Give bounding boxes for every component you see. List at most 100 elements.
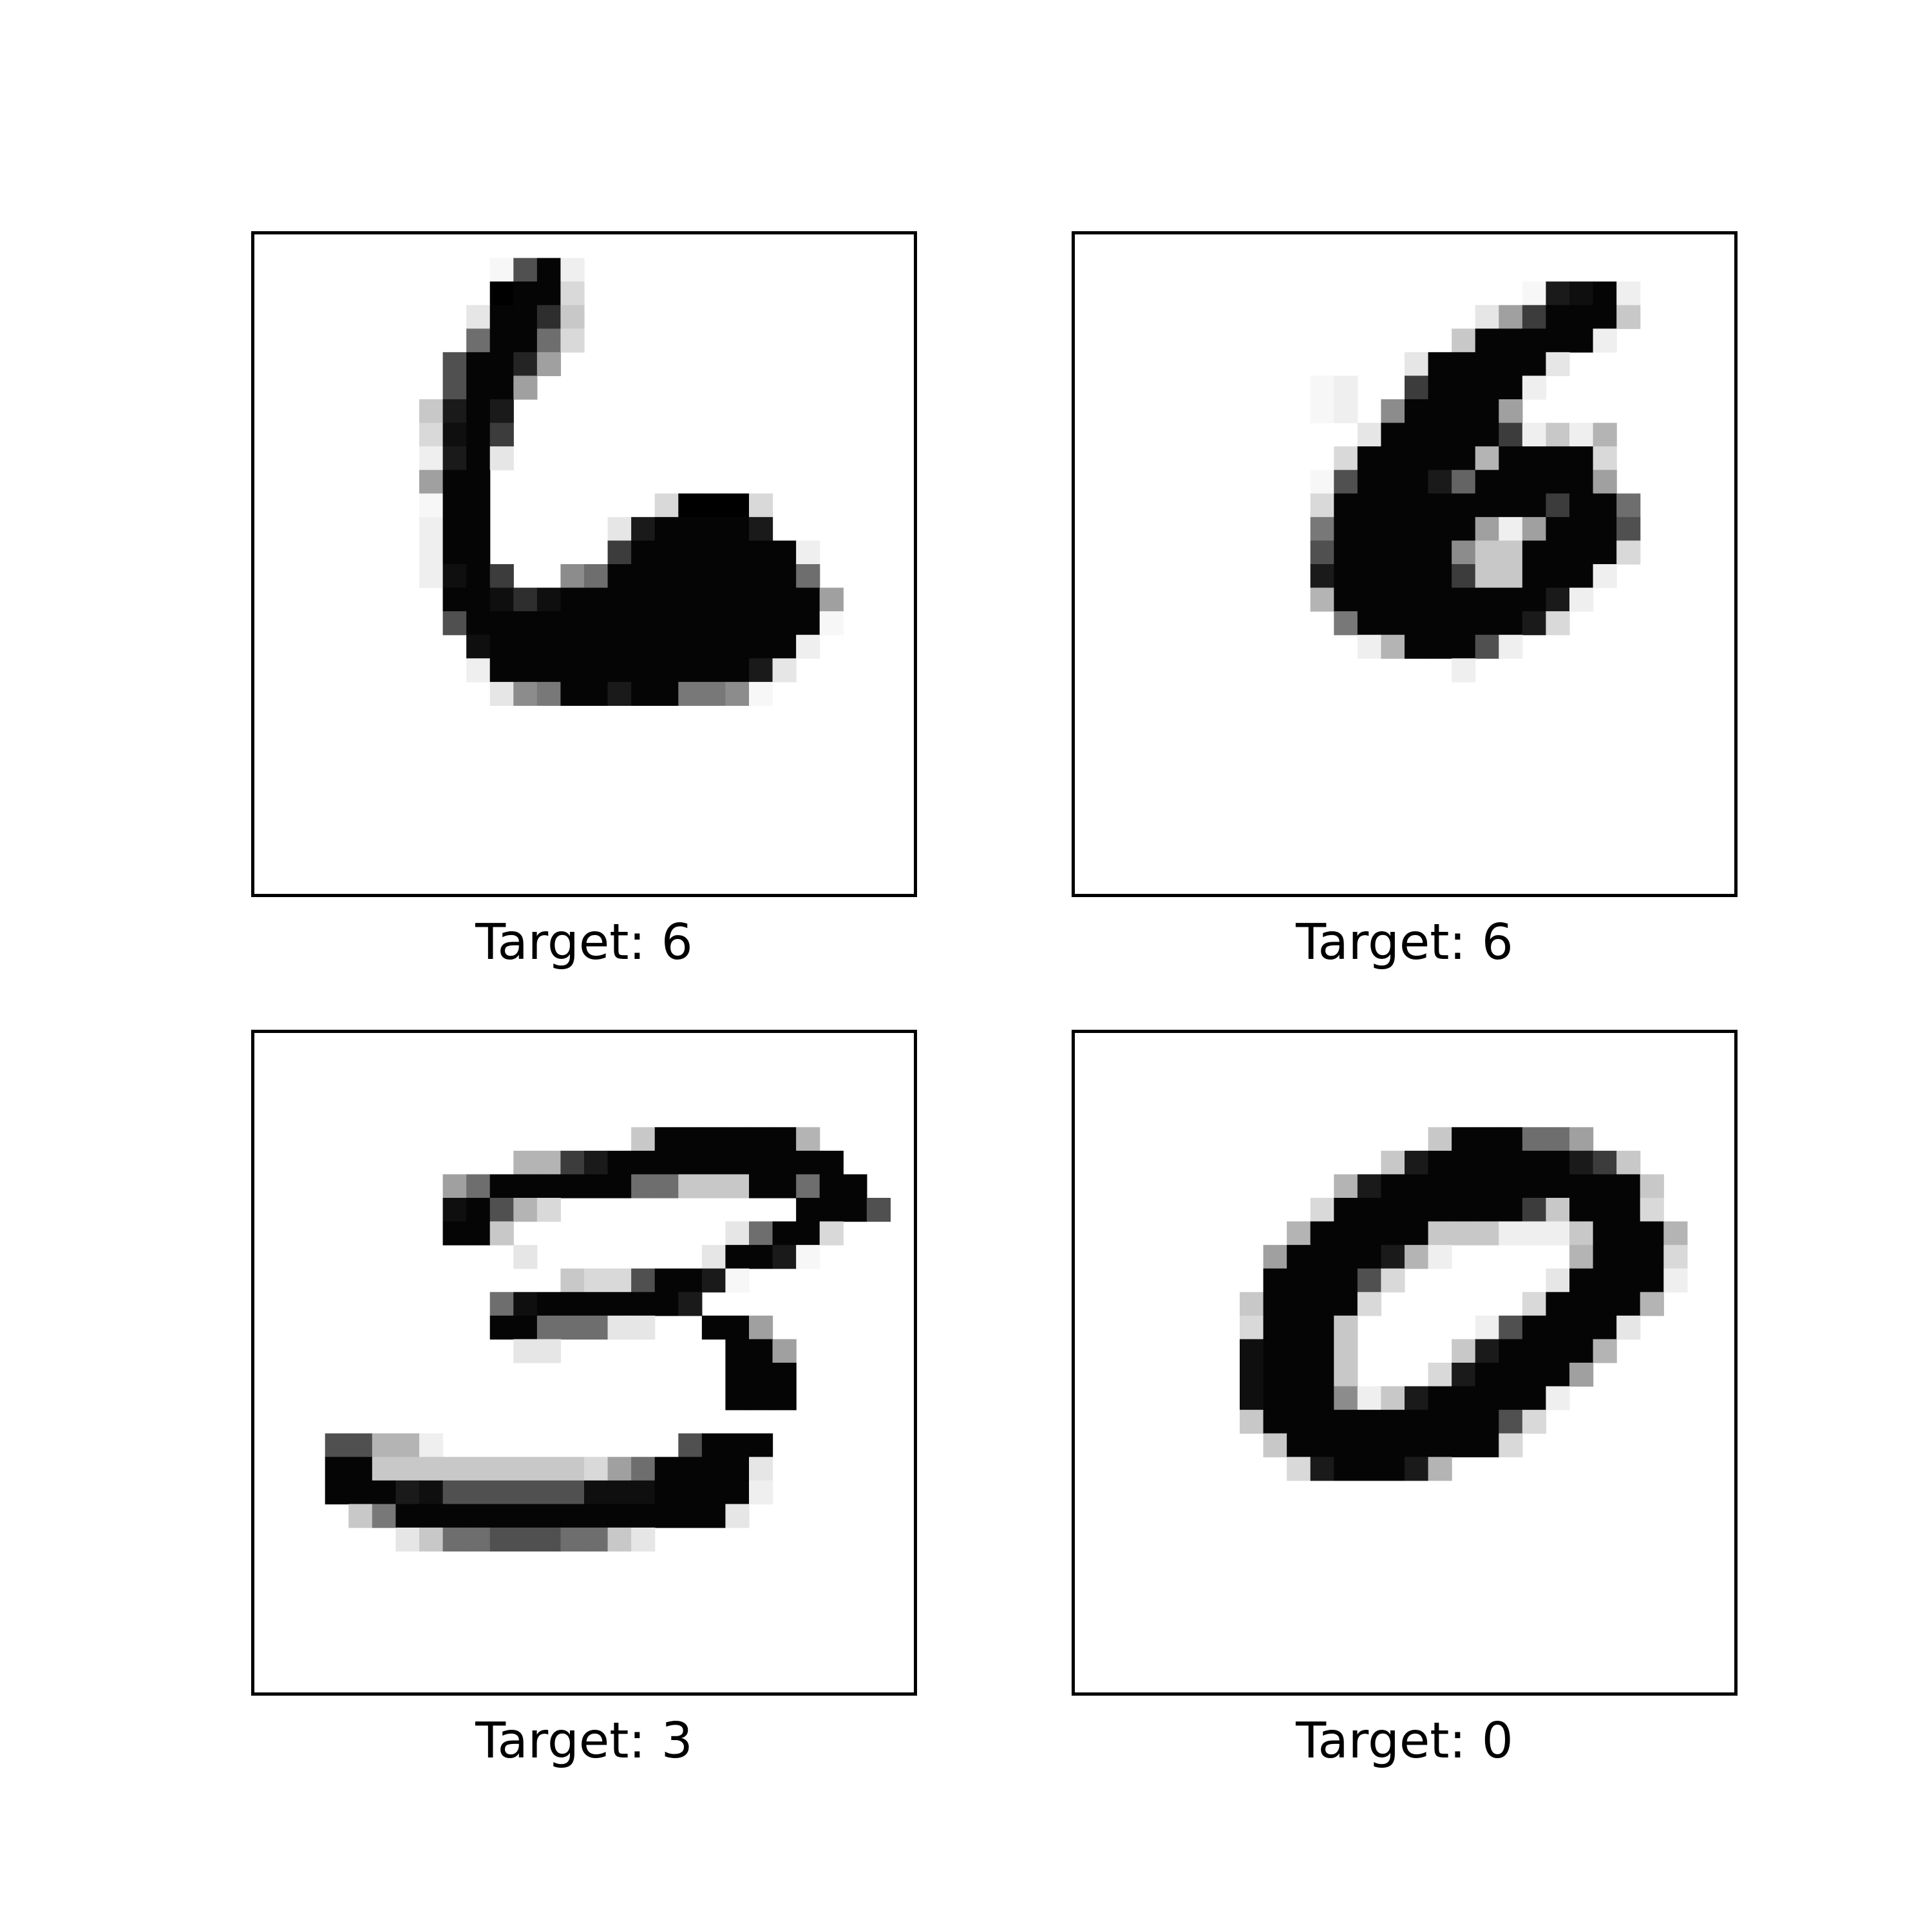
pixel [1334,1198,1358,1222]
pixel [1475,634,1499,659]
pixel [607,634,632,659]
pixel [1475,375,1499,400]
pixel [1405,422,1429,447]
pixel [631,1528,656,1552]
pixel [772,1363,797,1387]
pixel [466,446,491,471]
pixel [1499,1221,1523,1245]
pixel [1546,1174,1570,1198]
pixel [1263,1339,1287,1363]
pixel [1663,1268,1688,1293]
pixel [631,540,656,565]
pixel [442,587,467,612]
pixel [1452,1433,1476,1457]
pixel [466,1221,491,1245]
pixel [772,1127,797,1151]
pixel [1640,1268,1664,1293]
pixel [1428,516,1452,542]
pixel [1357,540,1382,565]
pixel [1381,422,1405,447]
pixel [489,1504,514,1528]
panel-caption-4: Target: 0 [1296,1712,1513,1770]
pixel [1452,1150,1476,1175]
pixel [584,1504,609,1528]
pixel [419,1457,444,1481]
panel-caption-2: Target: 6 [1296,914,1513,971]
digit-image-panel-3 [251,1030,917,1696]
pixel [1263,1386,1287,1410]
pixel [1499,1363,1523,1387]
pixel [1357,1174,1382,1198]
pixel [796,540,820,565]
pixel [536,281,562,306]
pixel [749,1174,773,1198]
pixel [1405,1457,1429,1481]
pixel [1334,1221,1358,1245]
pixel [796,611,820,636]
pixel [1334,564,1358,589]
pixel [372,1480,397,1505]
pixel [1428,375,1452,400]
pixel [584,1457,609,1481]
pixel [1522,1386,1547,1410]
pixel [1569,469,1594,494]
pixel [725,1245,750,1269]
pixel [654,658,679,683]
pixel [1475,422,1499,447]
pixel [489,564,514,589]
pixel [1357,469,1382,494]
pixel [1310,1457,1334,1481]
pixel [1381,493,1405,518]
pixel [819,587,844,612]
pixel [584,1150,609,1175]
pixel [1616,281,1641,306]
pixel [419,399,444,424]
pixel [1475,305,1499,329]
pixel [1499,305,1523,329]
pixel [489,1292,514,1316]
pixel [560,564,585,589]
pixel [1546,328,1570,353]
pixel [1593,1174,1617,1198]
pixel [513,1528,538,1552]
pixel [1546,587,1570,612]
pixel [372,1433,397,1457]
pixel [725,611,750,636]
pixel [631,1457,656,1481]
pixel [1287,1339,1311,1363]
pixel [1593,446,1617,471]
pixel [1475,611,1499,636]
pixel [1593,422,1617,447]
pixel [796,1198,820,1222]
pixel [419,1528,444,1552]
pixel [442,1198,467,1222]
pixel [1499,1339,1523,1363]
pixel [584,1174,609,1198]
pixel [631,587,656,612]
pixel [1499,469,1523,494]
pixel [843,1198,867,1222]
pixel [1405,1433,1429,1457]
pixel [1357,1245,1382,1269]
pixel [560,1315,585,1340]
pixel [1357,1386,1382,1410]
pixel [1569,328,1594,353]
pixel [1428,1410,1452,1434]
pixel [466,328,491,353]
pixel [536,305,562,329]
pixel [1475,469,1499,494]
pixel [466,399,491,424]
pixel [607,587,632,612]
pixel [489,258,514,282]
pixel [1475,1386,1499,1410]
pixel [1569,1268,1594,1293]
pixel [466,375,491,400]
pixel [725,1339,750,1363]
pixel [701,1433,726,1457]
pixel [1452,1198,1476,1222]
pixel [489,1198,514,1222]
pixel [1381,564,1405,589]
pixel [1522,587,1547,612]
pixel [513,1292,538,1316]
pixel [1240,1410,1264,1434]
